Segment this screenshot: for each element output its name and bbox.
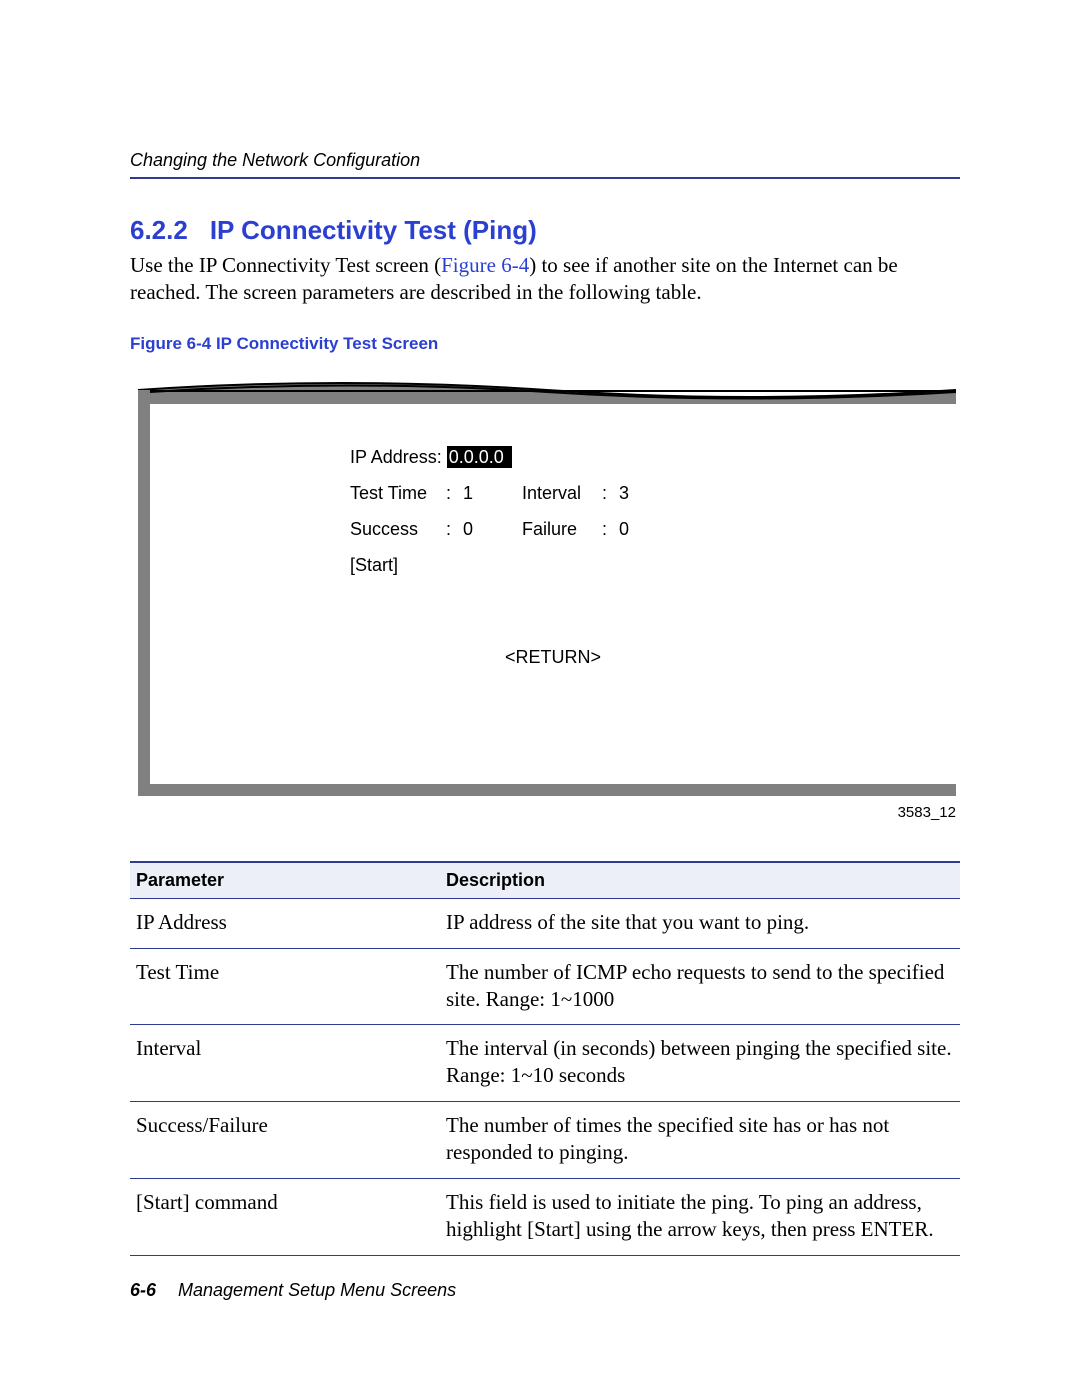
return-command[interactable]: <RETURN> — [505, 647, 601, 667]
colon: : — [446, 519, 458, 540]
param-cell: Success/Failure — [130, 1102, 440, 1179]
page-footer: 6-6 Management Setup Menu Screens — [130, 1280, 456, 1301]
desc-cell: IP address of the site that you want to … — [440, 898, 960, 948]
table-row: IP Address IP address of the site that y… — [130, 898, 960, 948]
intro-pre: Use the IP Connectivity Test screen ( — [130, 253, 441, 277]
ip-address-field[interactable]: 0.0.0.0 — [447, 446, 512, 468]
start-command[interactable]: [Start] — [350, 555, 398, 575]
table-row: Interval The interval (in seconds) betwe… — [130, 1025, 960, 1102]
desc-cell: The number of times the specified site h… — [440, 1102, 960, 1179]
figure-xref[interactable]: Figure 6-4 — [441, 253, 529, 277]
figure-id: 3583_12 — [130, 804, 956, 821]
screen-left-border — [138, 390, 150, 796]
chapter-title: Management Setup Menu Screens — [178, 1280, 456, 1300]
start-line: [Start] — [350, 555, 956, 577]
table-row: Test Time The number of ICMP echo reques… — [130, 948, 960, 1025]
test-interval-line: Test Time: 1 Interval: 3 — [350, 483, 956, 505]
figure-caption: Figure 6-4 IP Connectivity Test Screen — [130, 334, 960, 354]
colon: : — [446, 483, 458, 504]
return-line: <RETURN> — [150, 647, 956, 668]
failure-label: Failure — [522, 519, 602, 540]
colon: : — [602, 483, 614, 504]
parameter-table: Parameter Description IP Address IP addr… — [130, 861, 960, 1256]
ip-line: IP Address: 0.0.0.0 — [350, 447, 956, 469]
success-label: Success — [350, 519, 446, 540]
page: Changing the Network Configuration 6.2.2… — [0, 0, 1080, 1397]
test-time-value: 1 — [463, 483, 517, 504]
test-time-label: Test Time — [350, 483, 446, 504]
table-header-parameter: Parameter — [130, 862, 440, 899]
section-number: 6.2.2 — [130, 215, 188, 245]
screen-bottom-border — [138, 784, 956, 796]
param-cell: Interval — [130, 1025, 440, 1102]
figure: IP Address: 0.0.0.0 Test Time: 1 Interva… — [138, 376, 956, 796]
section-title: IP Connectivity Test (Ping) — [210, 215, 537, 245]
running-header: Changing the Network Configuration — [130, 150, 960, 179]
desc-cell: The number of ICMP echo requests to send… — [440, 948, 960, 1025]
param-cell: [Start] command — [130, 1178, 440, 1255]
success-failure-line: Success: 0 Failure: 0 — [350, 519, 956, 541]
colon: : — [602, 519, 614, 540]
interval-value: 3 — [619, 483, 629, 503]
param-cell: IP Address — [130, 898, 440, 948]
desc-cell: The interval (in seconds) between pingin… — [440, 1025, 960, 1102]
table-row: Success/Failure The number of times the … — [130, 1102, 960, 1179]
desc-cell: This field is used to initiate the ping.… — [440, 1178, 960, 1255]
failure-value: 0 — [619, 519, 629, 539]
table-row: [Start] command This field is used to in… — [130, 1178, 960, 1255]
interval-label: Interval — [522, 483, 602, 504]
screen-content: IP Address: 0.0.0.0 Test Time: 1 Interva… — [150, 390, 956, 784]
param-cell: Test Time — [130, 948, 440, 1025]
intro-paragraph: Use the IP Connectivity Test screen (Fig… — [130, 252, 960, 306]
table-header-description: Description — [440, 862, 960, 899]
ip-address-label: IP Address: — [350, 447, 442, 467]
terminal-screen: IP Address: 0.0.0.0 Test Time: 1 Interva… — [138, 376, 956, 796]
success-value: 0 — [463, 519, 517, 540]
section-heading: 6.2.2 IP Connectivity Test (Ping) — [130, 215, 960, 246]
page-number: 6-6 — [130, 1280, 156, 1300]
